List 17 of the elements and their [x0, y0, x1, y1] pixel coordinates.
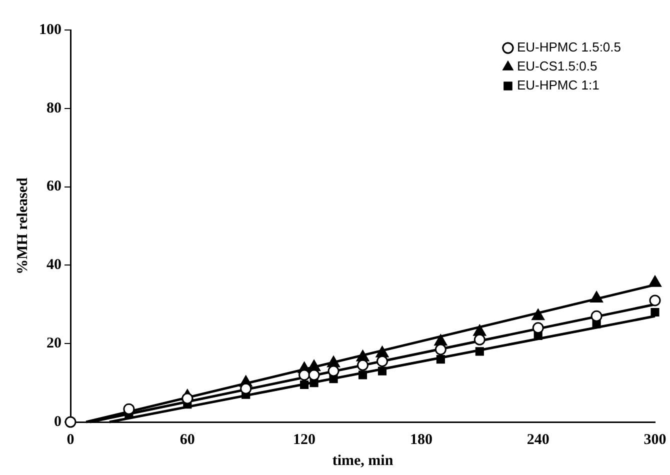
legend-label: EU-CS1.5:0.5 — [516, 58, 598, 74]
x-tick-label: 0 — [66, 432, 74, 448]
y-axis-title: %MH released — [14, 176, 31, 274]
x-axis-title: time, min — [332, 452, 394, 469]
y-tick-label: 80 — [46, 100, 62, 116]
x-tick-label: 240 — [526, 432, 550, 448]
y-tick-label: 20 — [46, 335, 62, 352]
x-tick-label: 300 — [644, 432, 666, 448]
x-tick-label: 180 — [410, 432, 432, 448]
y-tick-label: 0 — [54, 414, 62, 430]
legend-label: EU-HPMC 1:1 — [516, 78, 600, 93]
y-tick-label: 60 — [46, 178, 62, 195]
y-tick-label: 100 — [39, 22, 62, 38]
y-tick-label: 40 — [46, 257, 62, 274]
x-tick-label: 60 — [180, 432, 195, 448]
x-tick-label: 120 — [293, 432, 316, 448]
legend-label: EU-HPMC 1.5:0.5 — [516, 40, 622, 55]
